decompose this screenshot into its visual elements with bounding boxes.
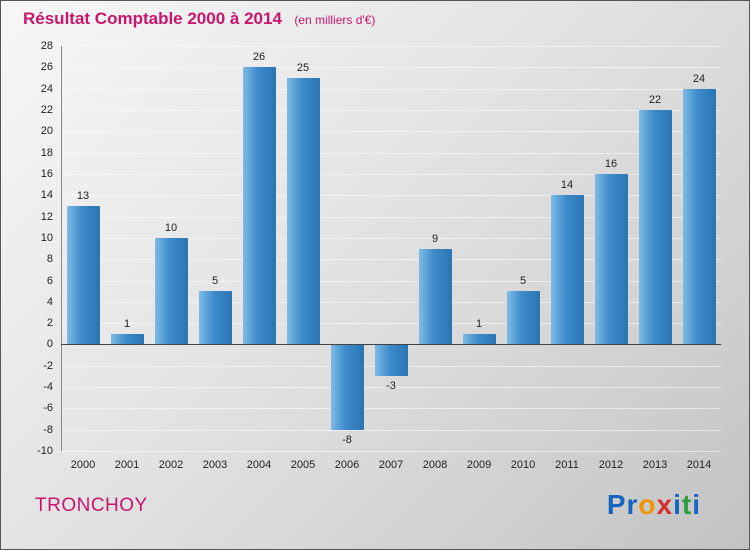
x-tick-label: 2004 (246, 459, 272, 471)
y-tick-label: 6 (46, 274, 53, 287)
chart-title: Résultat Comptable 2000 à 2014 (23, 9, 282, 28)
bar-value-label: 16 (604, 157, 618, 170)
y-tick-label: 18 (40, 146, 53, 159)
y-tick-label: -6 (43, 402, 53, 415)
bar (154, 237, 188, 345)
gridline (61, 109, 721, 111)
gridline (61, 408, 721, 410)
bar-value-label: 5 (519, 275, 527, 288)
chart-subtitle: (en milliers d'€) (294, 13, 376, 27)
zero-baseline (61, 344, 721, 346)
bar-value-label: 13 (76, 189, 90, 202)
bar-value-label: 14 (560, 179, 574, 192)
x-tick-label: 2006 (334, 459, 360, 471)
bar-value-label: 1 (123, 317, 131, 330)
gridline (61, 451, 721, 452)
bar (330, 344, 364, 430)
gridline (61, 280, 721, 282)
y-tick-label: 4 (46, 295, 53, 308)
y-tick-label: 22 (40, 103, 53, 116)
x-tick-label: 2011 (555, 459, 579, 471)
x-tick-label: 2002 (158, 459, 184, 471)
gridline (61, 195, 721, 197)
bar (506, 291, 540, 345)
gridline (61, 323, 721, 325)
x-tick-label: 2013 (642, 459, 668, 471)
x-tick-label: 2012 (598, 459, 624, 471)
y-tick-label: 8 (46, 253, 53, 266)
y-tick-label: 14 (40, 189, 53, 202)
x-tick-label: 2007 (378, 459, 404, 471)
x-tick-label: 2008 (422, 459, 448, 471)
y-tick-label: 26 (40, 61, 53, 74)
x-tick-label: 2005 (290, 459, 316, 471)
bar (286, 78, 320, 345)
x-tick-label: 2003 (202, 459, 228, 471)
y-axis-line (61, 46, 62, 451)
gridline (61, 429, 721, 431)
logo-letter: t (681, 489, 693, 520)
y-tick-label: -2 (43, 359, 53, 372)
bar-value-label: 5 (211, 275, 219, 288)
bar (594, 173, 628, 345)
logo-letter: i (673, 489, 682, 520)
gridline (61, 237, 721, 239)
bar-value-label: 26 (252, 51, 266, 64)
y-tick-label: -10 (37, 445, 53, 457)
bar (198, 291, 232, 345)
logo-letter: o (638, 489, 657, 520)
x-tick-label: 2001 (114, 459, 140, 471)
gridline (61, 152, 721, 154)
bar (242, 67, 276, 345)
gridline (61, 173, 721, 175)
y-tick-label: 0 (46, 338, 53, 351)
bar (418, 248, 452, 345)
y-tick-label: 10 (40, 231, 53, 244)
y-tick-label: 16 (40, 167, 53, 180)
bar (66, 205, 100, 345)
x-tick-label: 2010 (510, 459, 536, 471)
bar (110, 333, 144, 345)
y-tick-label: 12 (40, 210, 53, 223)
proxiti-logo: Proxiti (607, 489, 701, 521)
y-tick-label: 28 (40, 40, 53, 52)
gridline (61, 88, 721, 90)
bar (462, 333, 496, 345)
bar-value-label: 24 (692, 72, 706, 85)
gridline (61, 259, 721, 261)
bar-value-label: 10 (164, 221, 178, 234)
bar (682, 88, 716, 345)
bar-value-label: -3 (386, 380, 396, 393)
bar-value-label: -8 (342, 433, 352, 446)
footer-company-name: TRONCHOY (35, 495, 148, 516)
bar-value-label: 9 (431, 232, 439, 245)
y-tick-label: 24 (40, 82, 53, 95)
bar-value-label: 25 (296, 62, 310, 74)
gridline (61, 67, 721, 69)
x-tick-label: 2000 (70, 459, 96, 471)
logo-letter: P (606, 489, 627, 520)
gridline (61, 387, 721, 389)
x-tick-label: 2009 (466, 459, 492, 471)
chart-header: Résultat Comptable 2000 à 2014 (en milli… (23, 9, 375, 29)
y-tick-label: -8 (43, 423, 53, 436)
bar-value-label: 22 (648, 93, 662, 106)
bar (374, 344, 408, 377)
x-tick-label: 2014 (686, 459, 712, 471)
logo-letter: x (656, 489, 674, 520)
bar (550, 195, 584, 345)
y-tick-label: 2 (46, 317, 53, 330)
gridline (61, 301, 721, 303)
gridline (61, 131, 721, 133)
y-tick-label: -4 (43, 381, 53, 394)
bar-value-label: 1 (475, 317, 483, 330)
y-tick-label: 20 (40, 125, 53, 138)
logo-letter: i (692, 489, 701, 520)
gridline (61, 216, 721, 218)
bar (638, 109, 672, 345)
logo-letter: r (626, 489, 639, 520)
gridline (61, 46, 721, 47)
